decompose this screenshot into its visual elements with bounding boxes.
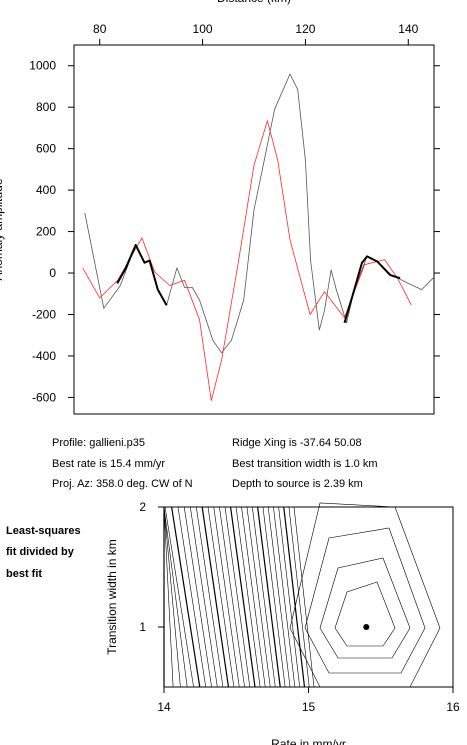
line-series bbox=[82, 120, 412, 401]
y-tick-label: -600 bbox=[32, 390, 56, 404]
contour-line bbox=[164, 506, 194, 688]
x-tick-label: 15 bbox=[302, 700, 316, 714]
x-axis-title: Rate in mm/yr bbox=[271, 737, 346, 745]
info-text: Profile: gallieni.p35 bbox=[52, 437, 145, 449]
side-note: fit divided by bbox=[6, 546, 75, 558]
contour-line bbox=[334, 581, 396, 647]
line-series bbox=[116, 244, 401, 324]
contour-line bbox=[163, 506, 174, 688]
contour-line bbox=[241, 506, 266, 688]
y-tick-label: 400 bbox=[36, 183, 56, 197]
info-text: Best transition width is 1.0 km bbox=[232, 458, 378, 470]
contour-line bbox=[262, 506, 286, 688]
contour-line bbox=[195, 506, 224, 688]
contour-line bbox=[252, 506, 276, 688]
contour-line bbox=[213, 506, 240, 688]
line-series bbox=[84, 73, 435, 354]
contour-line bbox=[267, 506, 291, 688]
contour-line bbox=[257, 506, 281, 688]
y-tick-label: -200 bbox=[32, 307, 56, 321]
y-axis-title: Anomaly amplitude bbox=[0, 178, 5, 280]
contour-line bbox=[190, 506, 218, 688]
contour-line bbox=[224, 506, 251, 688]
side-note: best fit bbox=[6, 568, 42, 580]
contour-line bbox=[278, 506, 301, 688]
info-text: Proj. Az: 358.0 deg. CW of N bbox=[52, 478, 193, 490]
info-text: Best rate is 15.4 mm/yr bbox=[52, 458, 165, 470]
contour-line bbox=[207, 506, 235, 688]
contour-line bbox=[163, 506, 188, 688]
contour-line bbox=[171, 506, 201, 688]
side-note: Least-squares bbox=[6, 525, 81, 537]
y-tick-label: 0 bbox=[49, 266, 56, 280]
y-tick-label: 800 bbox=[36, 100, 56, 114]
contour-line bbox=[304, 527, 426, 674]
contour-line bbox=[235, 506, 261, 688]
contour-line bbox=[201, 506, 230, 688]
contour-line bbox=[288, 506, 310, 688]
info-text: Depth to source is 2.39 km bbox=[232, 478, 363, 490]
contour-line bbox=[289, 502, 441, 688]
x-tick-label: 100 bbox=[193, 22, 213, 36]
x-axis-title: Distance (km) bbox=[217, 0, 291, 5]
y-tick-label: 1 bbox=[139, 620, 146, 634]
info-text: Ridge Xing is -37.64 50.08 bbox=[232, 437, 362, 449]
x-tick-label: 120 bbox=[295, 22, 315, 36]
contour-line bbox=[293, 506, 315, 688]
contour-line bbox=[283, 506, 306, 688]
x-tick-label: 140 bbox=[398, 22, 418, 36]
x-tick-label: 16 bbox=[446, 700, 460, 714]
x-tick-label: 80 bbox=[93, 22, 107, 36]
x-tick-label: 14 bbox=[157, 700, 171, 714]
contour-line bbox=[273, 506, 296, 688]
y-axis-title: Transition width in km bbox=[105, 539, 119, 655]
contour-line bbox=[246, 506, 271, 688]
best-fit-point bbox=[363, 624, 370, 630]
y-tick-label: 600 bbox=[36, 142, 56, 156]
y-tick-label: 1000 bbox=[29, 59, 56, 73]
contour-line bbox=[177, 506, 207, 688]
contour-line bbox=[319, 557, 411, 659]
contour-line bbox=[183, 506, 212, 688]
contour-line bbox=[163, 506, 181, 688]
contour-line bbox=[229, 506, 256, 688]
y-tick-label: 200 bbox=[36, 225, 56, 239]
y-tick-label: -400 bbox=[32, 349, 56, 363]
y-tick-label: 2 bbox=[139, 500, 146, 514]
plot-frame bbox=[73, 44, 435, 415]
contour-line bbox=[219, 506, 245, 688]
